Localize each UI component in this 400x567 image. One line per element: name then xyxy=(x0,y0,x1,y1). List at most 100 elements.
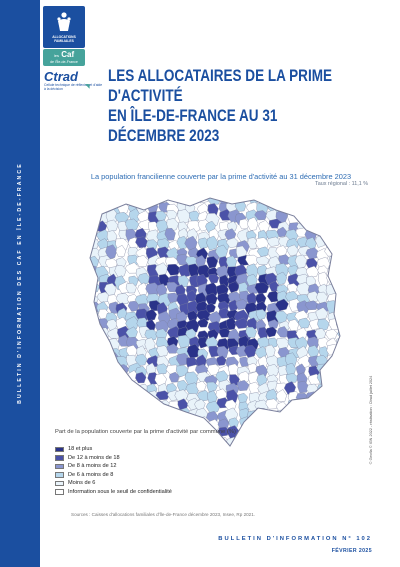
commune-cell xyxy=(114,409,127,420)
commune-cell xyxy=(226,389,239,405)
ctrad-logo: Ctrad ◥ Cellule technique de réflexion e… xyxy=(44,70,104,91)
commune-cell xyxy=(90,402,102,413)
commune-cell xyxy=(205,282,219,298)
source-note: Sources : Caisses d'allocations familial… xyxy=(71,512,256,517)
commune-cell xyxy=(207,328,219,340)
commune-cell xyxy=(276,226,287,238)
commune-cell xyxy=(275,298,289,312)
commune-cell xyxy=(145,308,157,322)
legend-swatch xyxy=(55,463,64,469)
commune-cell xyxy=(304,300,319,311)
commune-cell xyxy=(184,371,199,386)
commune-cell xyxy=(286,198,300,205)
commune-cell xyxy=(105,244,117,260)
commune-cell xyxy=(337,275,340,287)
commune-cell xyxy=(328,318,340,331)
sidebar-text: BULLETIN D'INFORMATION DES CAF EN ÎLE-DE… xyxy=(17,162,23,404)
commune-cell xyxy=(329,219,339,233)
commune-cell xyxy=(196,318,209,328)
commune-cell xyxy=(256,255,270,265)
commune-cell xyxy=(317,256,331,270)
commune-cell xyxy=(296,399,310,413)
commune-cell xyxy=(338,248,340,261)
commune-cell xyxy=(227,281,240,294)
commune-cell xyxy=(169,371,180,383)
commune-cell xyxy=(125,218,140,232)
commune-cell xyxy=(317,211,331,224)
commune-cell xyxy=(278,437,292,446)
commune-cell xyxy=(115,244,126,257)
commune-cell xyxy=(154,319,170,333)
legend-swatch xyxy=(55,446,64,452)
commune-cell xyxy=(106,391,120,403)
caf-wordmark: Caf xyxy=(61,50,75,59)
commune-cell xyxy=(227,220,238,233)
commune-cell xyxy=(307,221,321,232)
commune-cell xyxy=(337,281,340,295)
legend-item: De 8 à moins de 12 xyxy=(55,462,255,471)
commune-cell xyxy=(245,254,260,266)
commune-cell xyxy=(276,271,287,286)
commune-cell xyxy=(197,390,211,402)
commune-cell xyxy=(155,262,169,276)
commune-cell xyxy=(338,308,340,321)
commune-cell xyxy=(337,239,340,254)
commune-cell xyxy=(246,317,258,330)
map-credit: © Geofla © IGN 2022 - réalisation : Ctra… xyxy=(369,375,373,465)
commune-cell xyxy=(298,210,312,225)
commune-cell xyxy=(255,418,270,432)
commune-cell xyxy=(117,392,131,406)
commune-cell xyxy=(124,383,138,395)
commune-cell xyxy=(164,409,178,423)
commune-cell xyxy=(337,344,340,358)
commune-cell xyxy=(298,443,311,446)
commune-cell xyxy=(177,334,192,349)
legend-item: Moins de 6 xyxy=(55,479,255,488)
commune-cell xyxy=(334,407,340,423)
commune-cell xyxy=(269,280,280,292)
commune-cell xyxy=(309,444,323,446)
commune-cell xyxy=(315,307,329,320)
legend-item: De 6 à moins de 8 xyxy=(55,471,255,480)
commune-cell xyxy=(247,216,259,231)
commune-cell xyxy=(339,201,340,213)
commune-cell xyxy=(275,199,290,212)
commune-cell xyxy=(276,337,290,350)
commune-cell xyxy=(255,309,267,320)
commune-cell xyxy=(90,409,100,420)
commune-cell xyxy=(206,381,218,393)
commune-cell xyxy=(135,236,148,248)
commune-cell xyxy=(308,437,323,446)
commune-cell xyxy=(328,445,340,446)
commune-cell xyxy=(326,419,340,432)
commune-cell xyxy=(196,198,211,204)
commune-cell xyxy=(275,198,290,208)
commune-cell xyxy=(166,218,179,232)
legend-item: De 12 à moins de 18 xyxy=(55,454,255,463)
commune-cell xyxy=(238,371,251,384)
commune-cell xyxy=(146,416,160,428)
commune-cell xyxy=(127,236,139,250)
commune-cell xyxy=(267,434,280,446)
commune-cell xyxy=(106,219,119,232)
commune-cell xyxy=(135,371,147,384)
commune-cell xyxy=(256,246,270,257)
commune-cell xyxy=(117,382,133,395)
commune-cell xyxy=(287,283,299,293)
commune-cell xyxy=(177,380,188,392)
commune-cell xyxy=(90,201,100,213)
commune-cell xyxy=(107,398,122,413)
commune-cell xyxy=(177,209,191,224)
title-line-2: EN ÎLE-DE-FRANCE AU 31 DÉCEMBRE 2023 xyxy=(108,107,278,145)
legend-item: 18 et plus xyxy=(55,445,255,454)
commune-cell xyxy=(336,212,340,224)
commune-cell xyxy=(278,427,290,439)
commune-cell xyxy=(335,302,340,315)
commune-cell xyxy=(305,426,318,438)
commune-cell xyxy=(338,419,340,433)
commune-cell xyxy=(247,237,258,249)
commune-cell xyxy=(295,327,308,341)
commune-cell xyxy=(135,246,149,258)
commune-cell xyxy=(155,210,167,221)
commune-cell xyxy=(329,229,340,241)
